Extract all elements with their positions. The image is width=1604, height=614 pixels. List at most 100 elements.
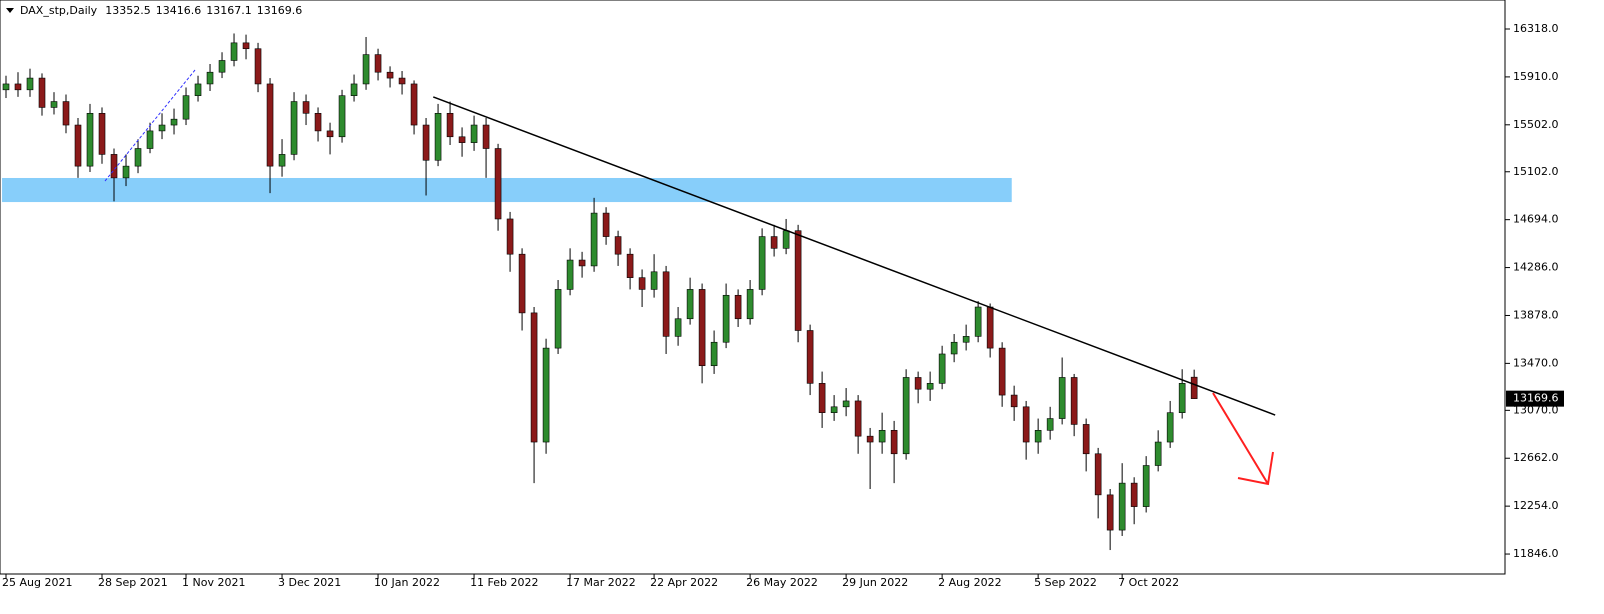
candle-body: [290, 101, 298, 155]
y-tick-label: 14694.0: [1513, 213, 1559, 226]
x-tick-label: 22 Apr 2022: [650, 576, 718, 589]
candle-body: [902, 377, 910, 455]
candle-body: [422, 124, 430, 161]
candle-body: [158, 124, 166, 132]
candle-body: [806, 330, 814, 384]
candle-body: [182, 95, 190, 120]
x-tick-label: 7 Oct 2022: [1118, 576, 1179, 589]
candle-body: [482, 124, 490, 149]
support-zone: [2, 177, 1012, 203]
candle-body: [470, 124, 478, 143]
dashed-line: [104, 69, 196, 182]
x-tick-label: 29 Jun 2022: [842, 576, 908, 589]
candle-body: [770, 236, 778, 249]
candle-body: [74, 124, 82, 167]
candle-body: [626, 253, 634, 278]
candle-body: [758, 236, 766, 290]
x-tick-label: 26 May 2022: [746, 576, 818, 589]
candle-body: [1142, 465, 1150, 507]
candle-body: [1010, 394, 1018, 408]
menu-triangle[interactable]: [6, 8, 14, 13]
candle-body: [1058, 377, 1066, 419]
candle-body: [638, 277, 646, 290]
candle-body: [2, 83, 10, 91]
candle-body: [746, 289, 754, 320]
candle-body: [518, 253, 526, 314]
candle-body: [722, 294, 730, 343]
candle-body: [230, 42, 238, 61]
header-low: 13167.1: [206, 4, 252, 17]
candle-body: [938, 353, 946, 384]
candle-body: [842, 400, 850, 408]
candle-body: [578, 259, 586, 267]
candle-body: [686, 289, 694, 320]
candle-body: [710, 341, 718, 367]
candle-body: [1082, 424, 1090, 455]
symbol: DAX_stp,Daily: [20, 4, 98, 17]
candle-body: [854, 400, 862, 437]
x-tick-label: 11 Feb 2022: [470, 576, 538, 589]
candle-body: [446, 112, 454, 138]
candle-body: [254, 48, 262, 85]
candle-body: [674, 318, 682, 337]
candle-body: [554, 289, 562, 349]
candle-body: [410, 83, 418, 126]
price-label: 13169.6: [1513, 392, 1559, 405]
candle-body: [794, 230, 802, 331]
y-tick-label: 15910.0: [1513, 70, 1559, 83]
candle-body: [818, 383, 826, 413]
candle-body: [614, 236, 622, 255]
candle-body: [1130, 482, 1138, 507]
header-high: 13416.6: [156, 4, 202, 17]
plot-frame: [0, 0, 1506, 575]
candle-body: [1190, 376, 1198, 399]
candle-body: [206, 71, 214, 85]
candle-body: [458, 136, 466, 143]
candle-body: [566, 259, 574, 290]
candle-body: [1094, 453, 1102, 496]
candle-body: [98, 112, 106, 155]
candle-body: [194, 83, 202, 96]
y-tick-label: 11846.0: [1513, 547, 1559, 560]
x-tick-label: 5 Sep 2022: [1034, 576, 1097, 589]
candle-body: [302, 101, 310, 114]
trendline: [432, 96, 1276, 416]
candle-body: [386, 71, 394, 79]
candle-body: [1154, 441, 1162, 466]
y-tick-label: 15502.0: [1513, 118, 1559, 131]
y-tick-label: 16318.0: [1513, 22, 1559, 35]
candles-layer: [2, 33, 1198, 551]
candle-body: [878, 429, 886, 443]
y-tick-label: 12254.0: [1513, 499, 1559, 512]
candle-body: [338, 95, 346, 138]
candle-body: [866, 435, 874, 443]
y-tick-label: 13470.0: [1513, 356, 1559, 369]
x-tick-label: 25 Aug 2021: [2, 576, 72, 589]
x-tick-label: 28 Sep 2021: [98, 576, 168, 589]
candle-body: [134, 148, 142, 167]
header: DAX_stp,Daily 13352.5 13416.6 13167.1 13169.…: [20, 4, 302, 17]
candle-body: [602, 212, 610, 237]
candle-body: [38, 77, 46, 108]
candle-body: [530, 312, 538, 443]
candle-body: [986, 306, 994, 349]
candle-body: [734, 294, 742, 320]
candle-body: [662, 271, 670, 337]
candle-body: [590, 212, 598, 267]
candle-body: [1034, 429, 1042, 443]
candle-body: [50, 101, 58, 108]
candle-body: [926, 383, 934, 390]
candle-body: [398, 77, 406, 85]
candle-body: [1022, 406, 1030, 443]
candle-body: [362, 54, 370, 85]
candle-body: [830, 406, 838, 413]
candle-body: [914, 377, 922, 390]
candle-body: [110, 154, 118, 179]
header-open: 13352.5: [105, 4, 151, 17]
candle-body: [218, 60, 226, 73]
candle-body: [62, 101, 70, 126]
candle-body: [278, 154, 286, 167]
candle-body: [122, 165, 130, 179]
zone-layer: [2, 177, 1012, 203]
